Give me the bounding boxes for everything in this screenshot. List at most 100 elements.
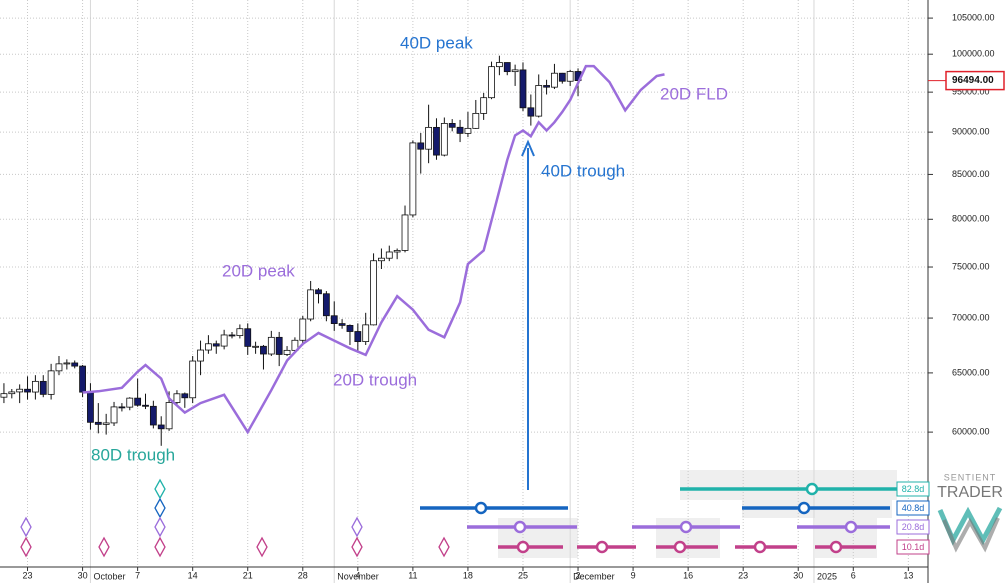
candle-body (205, 343, 212, 351)
y-tick-label: 100000.00 (952, 49, 995, 59)
x-tick-label: 2 (576, 570, 581, 580)
brand-line1: SENTIENT (944, 472, 997, 482)
candle-body (299, 318, 307, 341)
cycle-label: 82.8d (902, 484, 925, 494)
cycle-marker (844, 520, 858, 534)
candle-body (330, 315, 338, 324)
background-layer (0, 0, 928, 583)
trough-diamond (351, 516, 363, 538)
y-tick-label: 75000.00 (952, 261, 990, 271)
candle-body (283, 349, 291, 355)
cycle-label-box (896, 539, 930, 555)
candle-body (165, 402, 173, 430)
candle-body (189, 360, 197, 399)
candle-body (142, 404, 149, 407)
y-tick-label: 70000.00 (952, 312, 990, 322)
y-tick-label: 85000.00 (952, 169, 990, 179)
candle-body (267, 336, 275, 355)
candle-body (385, 251, 393, 259)
trough-diamond (154, 536, 166, 558)
candle-body (393, 250, 401, 253)
shade (498, 518, 578, 558)
candle-body (275, 336, 283, 355)
candle-body (24, 388, 31, 393)
annotation: 80D trough (91, 445, 175, 464)
candle-body (511, 69, 519, 73)
candle-body (338, 323, 346, 326)
candle-body (425, 126, 433, 150)
candle-body (8, 391, 16, 395)
candle-body (456, 126, 464, 134)
brand-logo (942, 517, 1000, 553)
annotation: 40D peak (400, 33, 473, 52)
x-tick-label: 11 (408, 570, 417, 580)
candle-body (362, 324, 370, 342)
month-label: October (93, 571, 125, 581)
trough-diamond (154, 516, 166, 538)
candle-body (543, 85, 550, 88)
month-label: December (573, 571, 615, 581)
candle-body (197, 349, 204, 362)
candle-body (464, 127, 472, 134)
candle-body (94, 421, 102, 425)
cycle-marker (805, 482, 819, 496)
month-label: 2025 (817, 571, 837, 581)
candle-body (519, 69, 527, 109)
candle-body (181, 393, 189, 399)
candle-body (55, 363, 63, 372)
candle-body (566, 71, 574, 82)
y-tick-label: 105000.00 (952, 12, 995, 22)
candle-body (157, 424, 165, 430)
candle-body (503, 62, 511, 73)
brand-line2: TRADER (937, 484, 1003, 501)
candle-body (63, 362, 71, 365)
candle-body (551, 72, 558, 88)
candle-body (102, 422, 110, 425)
candle-body (16, 388, 24, 393)
x-tick-label: 21 (243, 570, 253, 580)
cycle-label-box (896, 481, 930, 497)
y-tick-label: 80000.00 (952, 214, 990, 224)
y-tick-label: 90000.00 (952, 127, 990, 137)
candle-body (134, 397, 142, 406)
cycle-label: 40.8d (902, 503, 925, 513)
x-tick-label: 30 (793, 570, 803, 580)
cycle-marker (797, 501, 811, 515)
cycle-marker (679, 520, 693, 534)
x-tick-label: 23 (738, 570, 748, 580)
candle-body (118, 406, 126, 409)
candle-body (346, 324, 354, 332)
candle-body (173, 393, 181, 403)
x-tick-label: 4 (355, 570, 360, 580)
cycle-label: 20.8d (902, 522, 925, 532)
annotation: 20D trough (333, 370, 417, 389)
annotation: 40D trough (541, 161, 625, 180)
x-tick-label: 7 (135, 570, 140, 580)
last-price-label: 96494.00 (952, 75, 994, 86)
y-tick-label: 60000.00 (952, 426, 990, 436)
candle-body (291, 339, 299, 351)
candle-body (252, 345, 259, 348)
candle-body (110, 406, 118, 424)
candle-body (39, 380, 47, 395)
candle-body (558, 72, 566, 82)
candle-body (401, 214, 409, 251)
annotation: 20D peak (222, 261, 295, 280)
trough-diamond (438, 536, 450, 558)
candle-body (307, 289, 315, 320)
trough-diamond (351, 536, 363, 558)
x-tick-label: 16 (683, 570, 693, 580)
candle-body (440, 122, 448, 156)
cycle-marker (673, 540, 687, 554)
candle-body (236, 328, 244, 337)
arrow-head (521, 139, 535, 157)
candle-body (212, 343, 220, 347)
candle-body (409, 142, 417, 216)
cycle-marker (474, 501, 488, 515)
cycle-marker (829, 540, 843, 554)
y-tick-label: 95000.00 (952, 87, 990, 97)
candle-body (370, 260, 377, 326)
x-tick-label: 28 (298, 570, 308, 580)
cycle-label: 10.1d (902, 542, 925, 552)
